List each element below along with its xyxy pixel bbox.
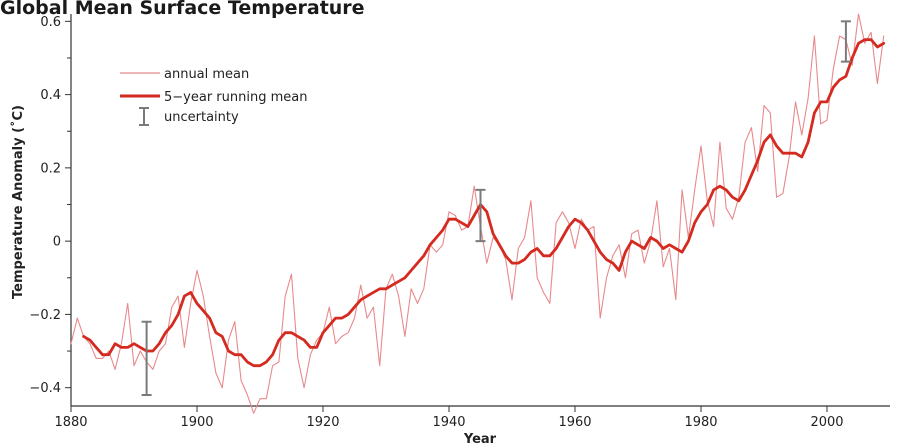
y-tick-label: −0.2: [29, 308, 61, 323]
x-ticks: 1880 1900 1920 1940 1960 1980 2000: [54, 406, 844, 430]
running-mean-line: [82, 38, 886, 368]
legend-uncertainty-label: uncertainty: [164, 110, 239, 125]
uncertainty-bar: [141, 320, 152, 397]
y-tick-label: 0.4: [40, 88, 61, 103]
legend: annual mean 5−year running mean uncertai…: [120, 67, 307, 126]
x-tick-label: 1900: [180, 415, 213, 430]
y-tick-label: 0: [53, 235, 61, 250]
axis-frame: [70, 14, 890, 407]
y-tick-label: 0.2: [40, 161, 61, 176]
y-ticks: −0.4 −0.2 0 0.2 0.4 0.6: [29, 15, 71, 396]
x-tick-label: 1940: [432, 415, 465, 430]
legend-annual-label: annual mean: [164, 67, 249, 82]
uncertainty-bar: [475, 188, 486, 243]
uncertainty-layer: [141, 20, 851, 397]
uncertainty-bar: [840, 20, 851, 63]
x-tick-label: 1960: [558, 415, 591, 430]
y-axis-title: Temperature Anomaly (˚C): [10, 105, 26, 299]
x-tick-label: 1980: [684, 415, 717, 430]
y-tick-label: 0.6: [40, 15, 61, 30]
x-axis-title: Year: [463, 432, 497, 445]
legend-running-label: 5−year running mean: [164, 90, 307, 105]
legend-uncertainty-swatch: [139, 107, 149, 126]
chart-title: Global Mean Surface Temperature: [0, 0, 365, 19]
x-tick-label: 1880: [54, 415, 87, 430]
x-tick-label: 1920: [306, 415, 339, 430]
x-tick-label: 2000: [810, 415, 843, 430]
y-tick-label: −0.4: [29, 381, 61, 396]
series-layer: [70, 13, 886, 414]
